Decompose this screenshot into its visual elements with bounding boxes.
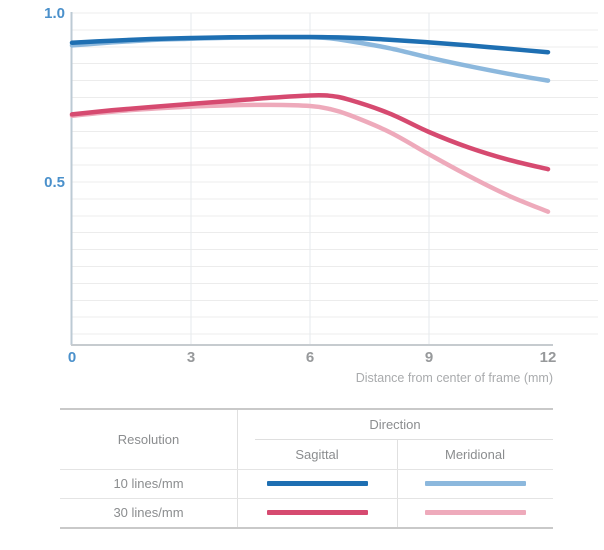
x-tick-label: 9 [425, 349, 433, 366]
swatch-30-meridional [424, 510, 526, 515]
swatch-10-sagittal [266, 481, 368, 486]
horizontal-gridlines [72, 12, 598, 335]
curve-30-lines-mm-sagittal [69, 92, 551, 172]
legend-divider-vertical-2 [397, 439, 398, 527]
curve-10-lines-mm-sagittal [69, 34, 551, 55]
y-tick-label: 1.0 [44, 5, 65, 22]
legend-column-sagittal: Sagittal [295, 446, 339, 462]
legend-row-30-lines-label: 30 lines/mm [113, 505, 184, 520]
legend-direction-header: Direction [369, 417, 421, 432]
legend-swatch-cell [397, 498, 553, 527]
legend-direction-underline [255, 439, 553, 440]
x-tick-label: 6 [306, 349, 314, 366]
legend-divider-vertical-1 [237, 410, 238, 527]
legend-column-meridional: Meridional [445, 446, 505, 462]
legend-row-divider-1 [60, 469, 553, 470]
swatch-30-sagittal [266, 510, 368, 515]
legend-row-divider-2 [60, 498, 553, 499]
legend-swatch-cell [237, 469, 397, 498]
y-tick-label: 0.5 [44, 174, 65, 191]
legend-swatch-cell [237, 498, 397, 527]
legend-row-10-lines-label: 10 lines/mm [113, 476, 184, 491]
mtf-chart-plot: 1.0 0.5 0 3 6 9 12 [44, 5, 598, 366]
swatch-10-meridional [424, 481, 526, 486]
x-tick-label: 3 [187, 349, 195, 366]
legend-table: Resolution Direction Sagittal Meridional… [60, 408, 553, 529]
x-tick-label: 0 [68, 349, 76, 366]
x-axis-caption: Distance from center of frame (mm) [355, 371, 553, 385]
legend-swatch-cell [397, 469, 553, 498]
x-tick-label: 12 [540, 349, 557, 366]
legend-resolution-header: Resolution [117, 432, 180, 447]
vertical-gridlines [190, 13, 430, 345]
